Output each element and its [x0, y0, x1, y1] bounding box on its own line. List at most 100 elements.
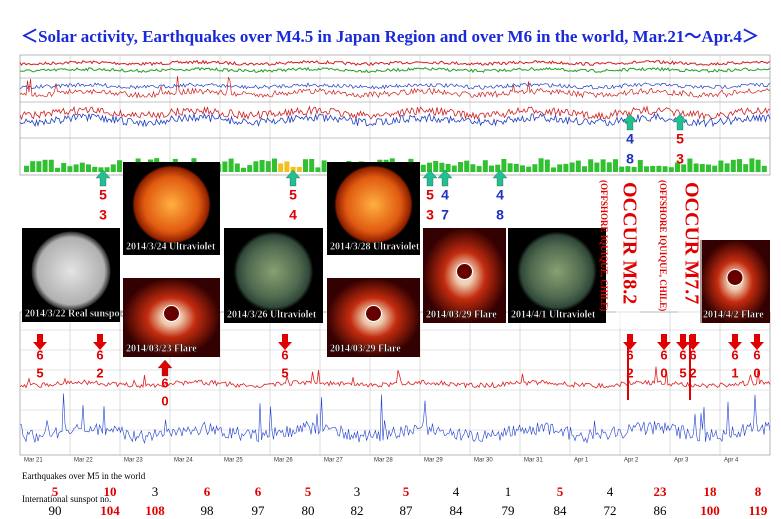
photo-label: 2014/03/29 Flare — [426, 309, 497, 320]
photo-label: 2014/03/23 Flare — [126, 343, 197, 354]
kp-bar — [501, 158, 507, 172]
mark-digit: 2 — [626, 365, 633, 380]
kp-bar — [644, 166, 649, 172]
trace-green — [20, 66, 771, 74]
kp-bar — [458, 162, 463, 172]
kp-bar — [228, 158, 234, 172]
kp-bar — [470, 164, 476, 172]
event-arrow — [616, 178, 640, 328]
cell: 1 — [505, 484, 512, 499]
mark-digit: 6 — [679, 347, 686, 362]
kp-bar — [92, 166, 98, 172]
date-label: Mar 31 — [524, 458, 543, 464]
kp-bar — [619, 166, 625, 172]
arrow — [672, 113, 688, 131]
trace-red — [19, 105, 771, 121]
mark-digit: 4 — [289, 207, 297, 223]
kp-bar — [538, 158, 544, 172]
arrow — [623, 334, 637, 350]
cell: 23 — [654, 484, 668, 499]
kp-bar — [675, 162, 680, 172]
cell: 5 — [305, 484, 312, 499]
mark-digit: 7 — [441, 207, 449, 223]
kp-bar — [600, 159, 606, 172]
sun-disk — [334, 165, 413, 244]
kp-bar — [495, 164, 501, 172]
kp-bar — [656, 165, 662, 172]
mark-digit: 0 — [161, 393, 168, 408]
cell: 10 — [104, 484, 117, 499]
kp-bar — [687, 158, 693, 172]
mark-digit: 8 — [626, 151, 634, 167]
kp-bar — [613, 159, 618, 172]
kp-bar — [662, 166, 668, 172]
cell: 5 — [52, 484, 59, 499]
occulter — [456, 263, 473, 280]
arrow — [95, 169, 111, 187]
cell: 3 — [354, 484, 361, 499]
cell: 108 — [145, 503, 165, 518]
kp-bar — [520, 165, 525, 172]
kp-bar — [296, 166, 302, 172]
kp-bar — [259, 160, 265, 172]
sun-disk — [517, 231, 597, 312]
cell: 87 — [400, 503, 414, 518]
kp-bar — [321, 160, 327, 172]
kp-bar — [55, 167, 60, 172]
kp-bar — [278, 163, 284, 172]
kp-bar — [551, 167, 556, 172]
arrow — [285, 169, 301, 187]
kp-bar — [67, 166, 73, 172]
mark-digit: 6 — [689, 347, 696, 362]
arrow — [278, 334, 292, 350]
arrow — [728, 334, 742, 350]
photo-label: 2014/4/1 Ultraviolet — [511, 309, 596, 320]
kp-bar — [110, 164, 116, 172]
mark-digit: 3 — [676, 151, 684, 167]
mark-digit: 4 — [626, 131, 634, 147]
xray-short — [19, 393, 771, 444]
date-label: Mar 21 — [24, 458, 43, 464]
date-label: Mar 30 — [474, 458, 493, 464]
kp-bar — [650, 165, 656, 172]
trace-red — [19, 59, 771, 67]
kp-bar — [61, 162, 67, 172]
kp-bar — [234, 163, 240, 172]
mark-digit: 8 — [496, 207, 504, 223]
kp-bar — [637, 160, 643, 172]
cell: 100 — [700, 503, 720, 518]
arrow — [657, 334, 671, 350]
kp-bar — [309, 158, 315, 172]
mark-digit: 2 — [96, 365, 103, 380]
mark-digit: 2 — [689, 365, 696, 380]
occulter — [163, 305, 180, 322]
kp-bar — [241, 167, 246, 172]
kp-bar — [606, 162, 612, 172]
kp-bar — [737, 159, 742, 172]
arrow — [33, 334, 47, 350]
cell: 4 — [607, 484, 614, 499]
kp-bar — [569, 162, 575, 172]
mark-digit: 6 — [96, 347, 103, 362]
mark-digit: 6 — [660, 347, 667, 362]
photo-label: 2014/3/26 Ultraviolet — [227, 309, 317, 320]
arrow — [676, 334, 690, 350]
cell: 84 — [450, 503, 464, 518]
kp-bar — [79, 162, 85, 172]
trace-blue — [19, 112, 771, 128]
kp-bar — [451, 165, 457, 172]
photo-label: 2014/03/29 Flare — [330, 343, 401, 354]
event-arrow — [678, 178, 702, 328]
mark-digit: 5 — [99, 187, 107, 203]
cell: 80 — [302, 503, 315, 518]
date-label: Apr 4 — [724, 458, 739, 464]
mark-digit: 4 — [496, 187, 504, 203]
kp-bar — [104, 167, 110, 172]
kp-bar — [755, 159, 761, 172]
cell: 18 — [704, 484, 718, 499]
cell: 6 — [204, 484, 211, 499]
cell: 5 — [403, 484, 410, 499]
event-occur: OCCUR M8.2 — [618, 182, 640, 304]
row-label: International sunspot no. — [22, 494, 111, 504]
